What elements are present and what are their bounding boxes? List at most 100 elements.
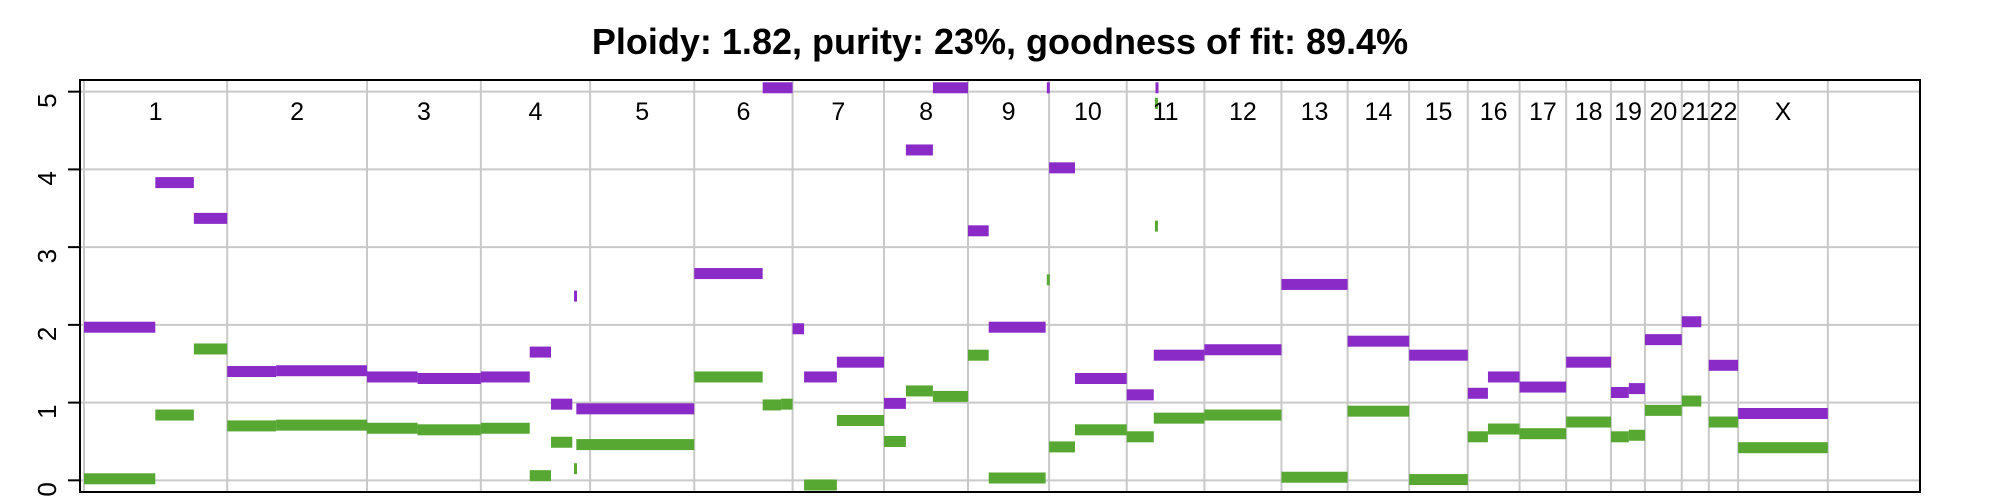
- chromosome-label: 21: [1681, 98, 1709, 126]
- minor-copy-number-segment: [1708, 416, 1739, 428]
- major-copy-number-segment: [1467, 387, 1488, 399]
- major-copy-number-segment: [1738, 407, 1828, 419]
- major-copy-number-segment: [366, 371, 418, 383]
- major-copy-number-segment: [227, 366, 277, 378]
- major-copy-number-segment: [1074, 373, 1127, 385]
- chromosome-label: 4: [529, 98, 543, 126]
- minor-copy-number-segment: [1467, 431, 1488, 443]
- major-copy-number-segment: [792, 323, 805, 335]
- major-copy-number-segment: [1708, 359, 1739, 371]
- minor-copy-number-segment: [1347, 405, 1410, 417]
- minor-copy-number-segment: [1409, 474, 1468, 486]
- chromosome-label: 3: [417, 98, 431, 126]
- chromosome-label: 14: [1364, 98, 1392, 126]
- major-copy-number-segment: [417, 373, 481, 385]
- chromosome-label: 6: [736, 98, 750, 126]
- minor-copy-number-segment: [529, 470, 552, 482]
- major-copy-number-segment: [1281, 278, 1348, 290]
- minor-copy-number-segment: [1644, 404, 1682, 416]
- major-copy-number-segment: [1644, 334, 1682, 346]
- major-copy-number-segment: [1153, 349, 1205, 361]
- minor-copy-number-segment: [804, 479, 837, 491]
- major-copy-number-segment: [1487, 371, 1520, 383]
- major-copy-number-segment: [155, 177, 194, 189]
- minor-copy-number-segment: [932, 390, 969, 402]
- minor-copy-number-segment: [1154, 220, 1158, 232]
- minor-copy-number-segment: [417, 424, 481, 436]
- major-copy-number-segment: [905, 144, 933, 156]
- major-copy-number-segment: [1628, 383, 1645, 395]
- chromosome-label: 15: [1425, 98, 1453, 126]
- minor-copy-number-segment: [574, 463, 578, 475]
- minor-copy-number-segment: [1153, 412, 1205, 424]
- major-copy-number-segment: [84, 321, 156, 333]
- major-copy-number-segment: [1046, 82, 1050, 94]
- major-copy-number-segment: [988, 321, 1046, 333]
- minor-copy-number-segment: [1628, 429, 1645, 441]
- major-copy-number-segment: [480, 371, 530, 383]
- minor-copy-number-segment: [1611, 431, 1629, 443]
- major-copy-number-segment: [1566, 356, 1612, 368]
- minor-copy-number-segment: [884, 435, 906, 447]
- major-copy-number-segment: [968, 225, 989, 237]
- chromosome-label: 8: [919, 98, 933, 126]
- minor-copy-number-segment: [84, 473, 156, 485]
- minor-copy-number-segment: [155, 409, 194, 421]
- chromosome-label: 9: [1002, 98, 1016, 126]
- major-copy-number-segment: [836, 356, 885, 368]
- minor-copy-number-segment: [1566, 416, 1612, 428]
- plot-frame: [79, 79, 1921, 493]
- minor-copy-number-segment: [762, 399, 782, 411]
- minor-copy-number-segment: [1154, 97, 1158, 109]
- chromosome-label: 13: [1301, 98, 1329, 126]
- chromosome-label: 1: [149, 98, 163, 126]
- major-copy-number-segment: [762, 82, 793, 94]
- chromosome-label: 18: [1575, 98, 1603, 126]
- chromosome-label: 22: [1710, 98, 1738, 126]
- major-copy-number-segment: [1681, 316, 1702, 328]
- major-copy-number-segment: [276, 365, 367, 377]
- minor-copy-number-segment: [836, 414, 885, 426]
- major-copy-number-segment: [1611, 386, 1629, 398]
- y-tick-label: 2: [32, 327, 62, 341]
- major-copy-number-segment: [574, 290, 578, 302]
- chromosome-label: X: [1775, 98, 1792, 126]
- chromosome-label: 12: [1229, 98, 1257, 126]
- minor-copy-number-segment: [1074, 424, 1127, 436]
- chromosome-label: 17: [1529, 98, 1557, 126]
- major-copy-number-segment: [1347, 335, 1410, 347]
- major-copy-number-segment: [932, 82, 969, 94]
- minor-copy-number-segment: [1681, 395, 1702, 407]
- minor-copy-number-segment: [988, 472, 1046, 484]
- minor-copy-number-segment: [1519, 428, 1567, 440]
- minor-copy-number-segment: [1126, 431, 1154, 443]
- y-tick-label: 3: [32, 249, 62, 263]
- minor-copy-number-segment: [366, 422, 418, 434]
- minor-copy-number-segment: [694, 371, 763, 383]
- major-copy-number-segment: [694, 268, 763, 280]
- minor-copy-number-segment: [968, 349, 989, 361]
- minor-copy-number-segment: [1487, 423, 1520, 435]
- chromosome-label: 16: [1480, 98, 1508, 126]
- y-tick-label: 0: [32, 482, 62, 496]
- minor-copy-number-segment: [1204, 409, 1282, 421]
- chromosome-label: 7: [831, 98, 845, 126]
- chromosome-label: 5: [635, 98, 649, 126]
- minor-copy-number-segment: [1046, 274, 1050, 286]
- minor-copy-number-segment: [551, 436, 573, 448]
- major-copy-number-segment: [1049, 162, 1075, 174]
- major-copy-number-segment: [1519, 381, 1567, 393]
- chromosome-label: 19: [1614, 98, 1642, 126]
- chromosome-label: 2: [290, 98, 304, 126]
- major-copy-number-segment: [1409, 349, 1468, 361]
- major-copy-number-segment: [804, 371, 837, 383]
- major-copy-number-segment: [551, 398, 573, 410]
- minor-copy-number-segment: [1738, 442, 1828, 454]
- major-copy-number-segment: [576, 403, 695, 415]
- minor-copy-number-segment: [276, 419, 367, 431]
- major-copy-number-segment: [884, 397, 906, 409]
- minor-copy-number-segment: [576, 439, 695, 451]
- chart-title: Ploidy: 1.82, purity: 23%, goodness of f…: [592, 21, 1408, 62]
